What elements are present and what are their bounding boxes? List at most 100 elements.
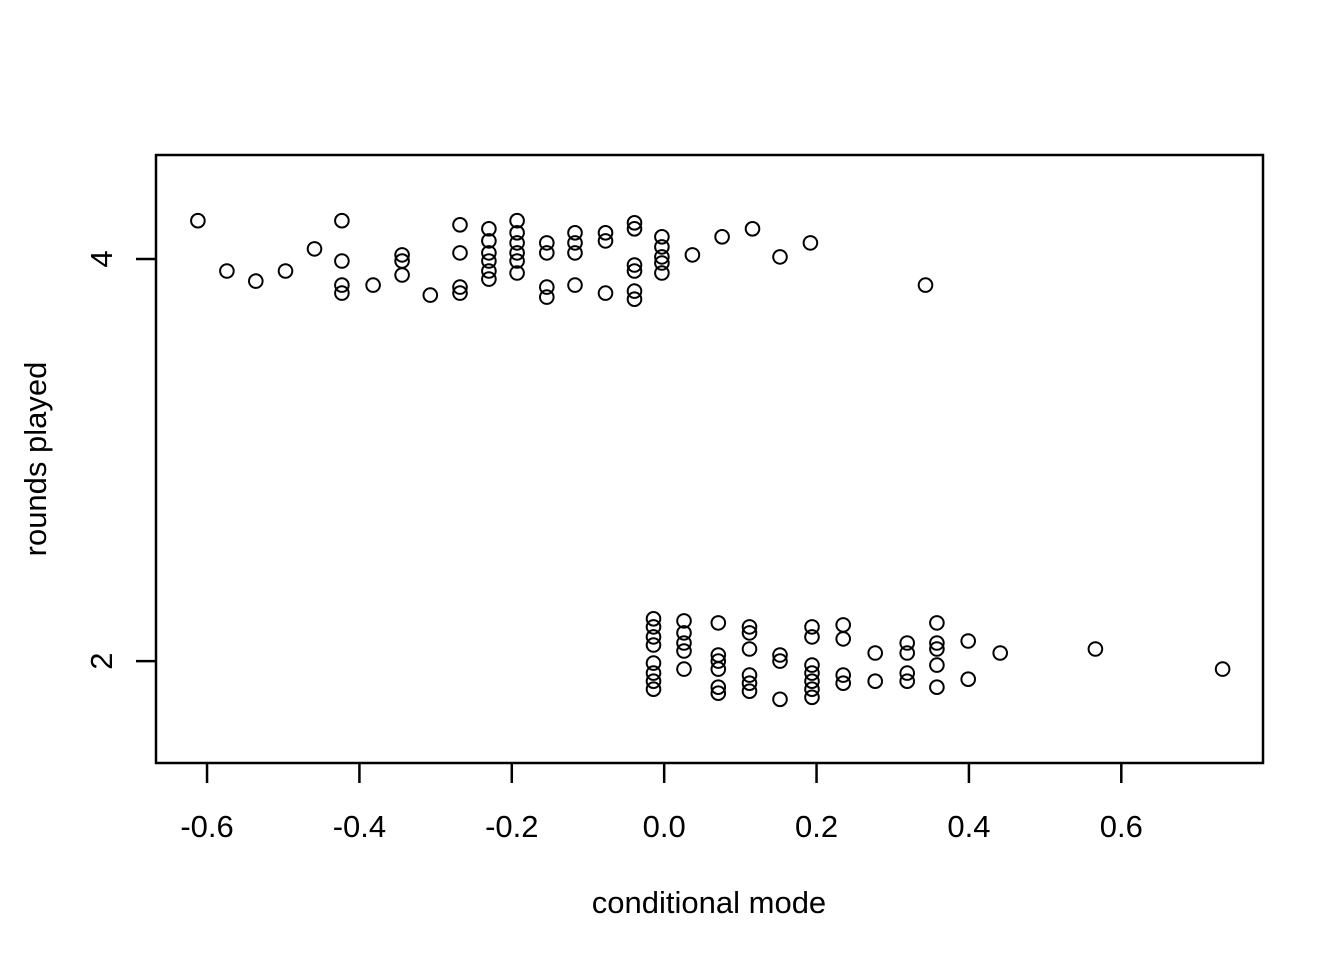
data-point bbox=[772, 647, 788, 663]
data-point bbox=[219, 263, 235, 279]
data-point bbox=[772, 691, 788, 708]
data-point bbox=[509, 235, 525, 251]
data-point bbox=[992, 645, 1009, 661]
data-point bbox=[741, 625, 758, 641]
data-point bbox=[645, 637, 662, 653]
data-point bbox=[567, 277, 583, 293]
data-point bbox=[626, 215, 643, 231]
data-point bbox=[597, 225, 614, 241]
data-point bbox=[277, 263, 294, 279]
data-point bbox=[481, 271, 497, 287]
data-point bbox=[867, 673, 884, 690]
data-point bbox=[741, 667, 758, 683]
data-point bbox=[626, 283, 643, 299]
x-tick-label: 0.2 bbox=[795, 809, 838, 844]
data-point bbox=[509, 225, 525, 241]
data-point bbox=[334, 253, 350, 269]
data-point bbox=[741, 683, 758, 700]
x-axis-ticks: -0.6 -0.4 -0.2 0.0 0.2 0.4 0.6 bbox=[180, 763, 1143, 844]
data-point bbox=[917, 277, 934, 293]
data-point bbox=[306, 241, 323, 257]
data-point bbox=[567, 225, 583, 241]
data-point bbox=[567, 235, 583, 251]
data-point bbox=[539, 289, 555, 305]
data-point bbox=[899, 635, 916, 651]
data-point bbox=[654, 229, 670, 245]
y-tick-label: 4 bbox=[84, 250, 119, 267]
data-point bbox=[626, 221, 643, 237]
data-point bbox=[626, 257, 643, 273]
data-point bbox=[804, 619, 820, 635]
data-point bbox=[509, 265, 525, 281]
y-axis-title: rounds played bbox=[18, 362, 53, 557]
data-point bbox=[567, 245, 583, 261]
data-point bbox=[645, 611, 662, 627]
data-point bbox=[835, 675, 852, 692]
data-point bbox=[190, 212, 206, 229]
data-point bbox=[929, 615, 945, 631]
data-point bbox=[899, 665, 916, 681]
x-tick-label: 0.4 bbox=[947, 809, 990, 844]
data-point bbox=[645, 681, 662, 698]
data-point bbox=[741, 675, 758, 692]
data-point bbox=[744, 221, 761, 237]
data-point bbox=[645, 629, 662, 645]
data-point bbox=[676, 643, 692, 659]
data-point bbox=[394, 247, 410, 263]
data-point bbox=[626, 263, 643, 279]
data-point bbox=[676, 613, 692, 629]
data-point bbox=[539, 245, 555, 261]
data-point bbox=[960, 633, 977, 649]
data-point bbox=[1214, 661, 1231, 677]
data-point bbox=[835, 667, 852, 683]
data-point bbox=[710, 679, 727, 696]
data-point bbox=[802, 235, 819, 251]
data-point bbox=[804, 665, 820, 681]
data-point bbox=[710, 685, 727, 702]
data-point bbox=[929, 679, 945, 696]
data-point bbox=[481, 245, 497, 261]
data-point bbox=[929, 635, 945, 651]
data-point bbox=[452, 217, 468, 233]
data-point bbox=[710, 661, 727, 677]
data-point bbox=[835, 631, 852, 647]
data-point bbox=[741, 641, 758, 657]
x-tick-label: 0.0 bbox=[643, 809, 686, 844]
data-point bbox=[422, 287, 439, 303]
x-tick-label: -0.2 bbox=[485, 809, 538, 844]
data-point bbox=[509, 212, 525, 229]
data-point bbox=[772, 249, 788, 265]
x-axis-title: conditional mode bbox=[592, 885, 826, 920]
data-point bbox=[597, 285, 614, 301]
x-tick-label: 0.6 bbox=[1100, 809, 1143, 844]
data-point bbox=[481, 263, 497, 279]
x-tick-label: -0.6 bbox=[180, 809, 233, 844]
data-point bbox=[772, 653, 788, 669]
data-point bbox=[684, 247, 701, 263]
data-point bbox=[365, 277, 381, 293]
data-point bbox=[481, 233, 497, 249]
data-point bbox=[654, 255, 670, 271]
data-point bbox=[1087, 641, 1104, 657]
data-point bbox=[481, 253, 497, 269]
data-point bbox=[804, 657, 820, 673]
data-point bbox=[452, 279, 468, 295]
data-point bbox=[804, 681, 820, 698]
data-point bbox=[929, 657, 945, 673]
y-axis-ticks: 24 bbox=[84, 250, 156, 670]
data-points bbox=[190, 212, 1231, 708]
data-point bbox=[804, 689, 820, 706]
data-point bbox=[452, 245, 468, 261]
data-point bbox=[645, 673, 662, 690]
data-point bbox=[509, 245, 525, 261]
data-point bbox=[248, 273, 264, 289]
data-point bbox=[804, 673, 820, 690]
data-point bbox=[960, 671, 977, 688]
data-point bbox=[452, 285, 468, 301]
data-point bbox=[597, 233, 614, 249]
data-point bbox=[654, 249, 670, 265]
data-point bbox=[899, 673, 916, 690]
data-point bbox=[645, 665, 662, 681]
data-point bbox=[929, 641, 945, 657]
